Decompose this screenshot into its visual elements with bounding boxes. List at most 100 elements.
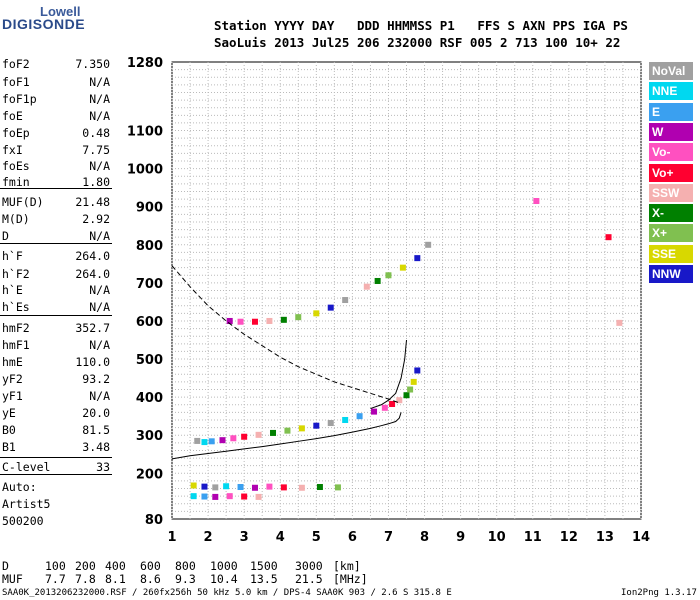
param-name: fxI xyxy=(2,143,23,157)
echo-point xyxy=(425,241,432,248)
muf-value: 8.6 xyxy=(140,572,161,586)
param-row-fmin: fmin 1.80 xyxy=(2,175,110,192)
separator-line xyxy=(0,474,112,475)
echo-point xyxy=(255,493,262,500)
grid xyxy=(171,62,642,519)
echo-point xyxy=(295,314,302,321)
echo-point xyxy=(298,425,305,432)
y-tick-label: 500 xyxy=(136,353,163,368)
y-tick-label: 80 xyxy=(145,513,163,528)
param-name: foEs xyxy=(2,159,30,173)
param-row-foe: foE N/A xyxy=(2,109,110,126)
distance-value: 600 xyxy=(140,559,161,573)
axis-tick-labels: 1 2 3 4 5 6 7 8 9 10 11 12 13 14802003004005006007008… xyxy=(127,56,650,545)
distance-value: 1000 xyxy=(210,559,238,573)
echo-point xyxy=(363,283,370,290)
logo-digisonde-text: DIGISONDE xyxy=(2,16,86,32)
distance-value: 800 xyxy=(175,559,196,573)
y-tick-label: 900 xyxy=(136,201,163,216)
echo-point xyxy=(212,493,219,500)
param-row-hf: h`F 264.0 xyxy=(2,249,110,266)
param-name: h`E xyxy=(2,283,23,297)
param-row-hme: hmE 110.0 xyxy=(2,355,110,372)
auto-label: Auto: xyxy=(2,480,37,494)
x-tick-label: 5 xyxy=(312,530,321,545)
legend-item-vo: Vo- xyxy=(649,143,693,162)
echo-point xyxy=(533,198,540,205)
echo-point xyxy=(201,483,208,490)
legend-item-ssw: SSW xyxy=(649,183,693,202)
param-name: yF1 xyxy=(2,389,23,403)
echo-point xyxy=(327,420,334,427)
muf-value: 9.3 xyxy=(175,572,196,586)
param-value: 110.0 xyxy=(75,355,110,369)
distance-unit: [km] xyxy=(333,559,361,573)
param-name: foF2 xyxy=(2,57,30,71)
param-name: h`Es xyxy=(2,300,30,314)
curve-0 xyxy=(171,412,402,460)
echo-point xyxy=(219,437,226,444)
param-name: foF1p xyxy=(2,92,37,106)
distance-value: 100 xyxy=(45,559,66,573)
x-tick-label: 1 xyxy=(167,530,176,545)
echo-point xyxy=(327,304,334,311)
separator-line xyxy=(0,315,112,316)
echo-point xyxy=(241,433,248,440)
x-tick-label: 11 xyxy=(524,530,542,545)
echo-point xyxy=(194,437,201,444)
param-name: h`F xyxy=(2,249,23,263)
model-curves xyxy=(171,265,407,460)
x-tick-label: 12 xyxy=(560,530,578,545)
header-line-2: SaoLuis 2013 Jul25 206 232000 RSF 005 2 … xyxy=(214,35,621,50)
param-value: 2.92 xyxy=(82,212,110,226)
param-value: N/A xyxy=(89,229,110,243)
param-value: 1.80 xyxy=(82,175,110,189)
echo-point xyxy=(226,493,233,500)
param-name: B1 xyxy=(2,440,16,454)
echo-point xyxy=(403,392,410,399)
muf-value: 21.5 xyxy=(295,572,323,586)
x-tick-label: 13 xyxy=(596,530,614,545)
echo-point xyxy=(266,317,273,324)
x-tick-label: 3 xyxy=(240,530,249,545)
echo-point xyxy=(616,319,623,326)
echo-point xyxy=(399,264,406,271)
separator-line xyxy=(0,243,112,244)
echo-point xyxy=(280,316,287,323)
param-value: N/A xyxy=(89,159,110,173)
param-row-yf2: yF2 93.2 xyxy=(2,372,110,389)
echo-point xyxy=(414,255,421,262)
logo-lowell-text: Lowell xyxy=(40,4,81,19)
legend-item-vo: Vo+ xyxy=(649,163,693,182)
param-row-foep: foEp 0.48 xyxy=(2,126,110,143)
param-row-fof2: foF2 7.350 xyxy=(2,57,110,74)
artist-label: Artist5 xyxy=(2,497,51,511)
param-value: 21.48 xyxy=(75,195,110,209)
param-name: M(D) xyxy=(2,212,30,226)
x-tick-label: 14 xyxy=(632,530,650,545)
echo-point xyxy=(342,416,349,423)
echo-point xyxy=(313,422,320,429)
param-name: h`F2 xyxy=(2,267,30,281)
param-row-yf1: yF1 N/A xyxy=(2,389,110,406)
muf-value: 7.7 xyxy=(45,572,66,586)
param-value: 7.75 xyxy=(82,143,110,157)
param-name: B0 xyxy=(2,423,16,437)
legend-item-sse: SSE xyxy=(649,244,693,263)
echo-point xyxy=(407,386,414,393)
param-row-fof1: foF1 N/A xyxy=(2,75,110,92)
echo-point xyxy=(334,484,341,491)
param-row-hes: h`Es N/A xyxy=(2,300,110,317)
header-line-1: Station YYYY DAY DDD HHMMSS P1 FFS S AXN… xyxy=(214,18,628,33)
echo-point xyxy=(266,483,273,490)
x-tick-label: 10 xyxy=(488,530,506,545)
x-tick-label: 2 xyxy=(204,530,213,545)
param-row-hmf1: hmF1 N/A xyxy=(2,338,110,355)
y-tick-label: 200 xyxy=(136,467,163,482)
x-tick-label: 6 xyxy=(348,530,357,545)
y-tick-label: 1100 xyxy=(127,125,163,140)
param-name: D xyxy=(2,229,9,243)
echo-point xyxy=(190,493,197,500)
echo-point xyxy=(284,427,291,434)
